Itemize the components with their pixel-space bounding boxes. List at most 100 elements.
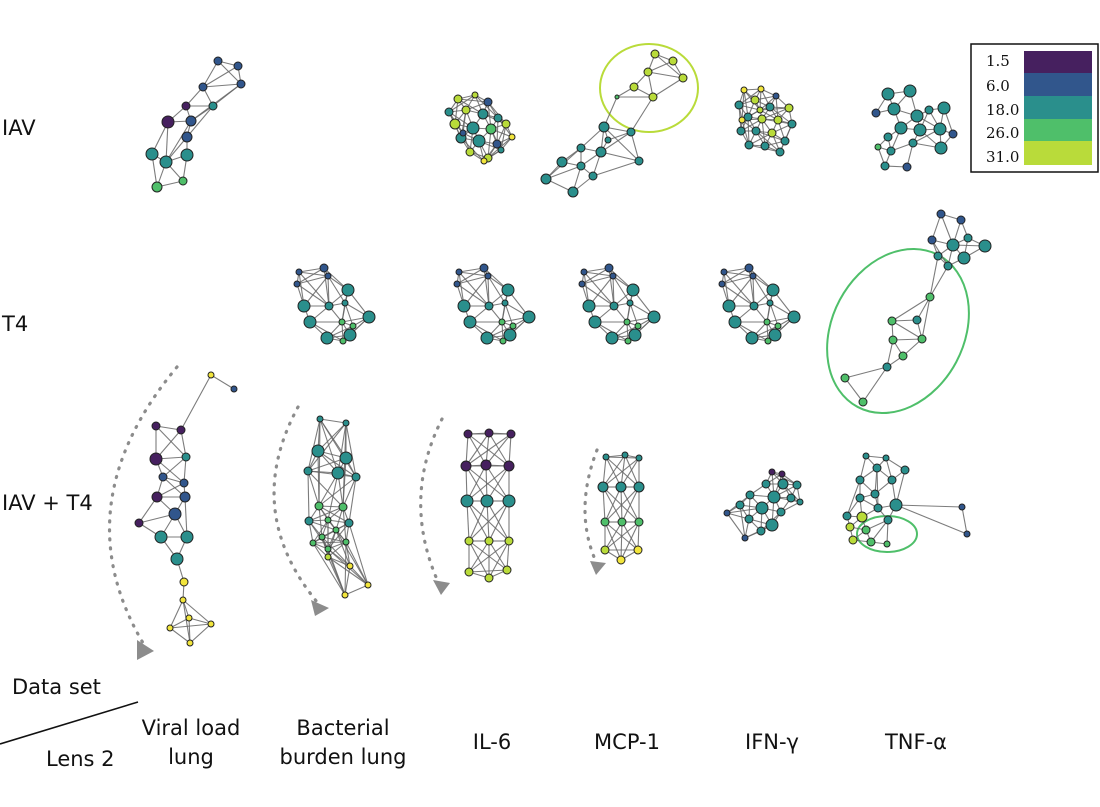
graph-edge	[307, 422, 347, 472]
row-label-iav-t4: IAV + T4	[2, 491, 93, 515]
legend-label-4: 31.0	[986, 148, 1019, 166]
graph-node	[604, 263, 614, 273]
graph-edge	[605, 456, 640, 459]
graph-t4-ifn-gamma	[718, 263, 801, 345]
graph-edge	[486, 500, 490, 542]
graph-edge	[752, 275, 771, 304]
graph-node	[777, 478, 789, 490]
graph-edge	[448, 94, 476, 113]
graph-edge	[165, 121, 169, 163]
graph-node	[576, 143, 586, 153]
graph-edge	[327, 556, 369, 586]
graph-node	[745, 331, 759, 345]
graph-edge	[603, 126, 640, 162]
graph-node	[614, 94, 620, 100]
graph-node	[455, 268, 463, 276]
graph-node	[616, 555, 626, 565]
graph-node	[617, 517, 627, 527]
graph-node	[316, 415, 324, 423]
graph-node	[963, 530, 971, 538]
graph-node	[341, 283, 355, 297]
graph-edge	[188, 617, 191, 644]
graph-edge	[844, 377, 864, 403]
corner-label-data-set: Data set	[12, 675, 101, 699]
graph-edge	[319, 418, 347, 424]
graph-iav-mcp1	[540, 49, 688, 198]
graph-node	[767, 128, 777, 138]
graph-node	[311, 444, 325, 458]
graph-node	[522, 310, 536, 324]
graph-node	[761, 479, 771, 489]
graph-edge	[612, 275, 631, 304]
graph-node	[154, 530, 168, 544]
graph-node	[485, 123, 497, 135]
graph-edge	[748, 267, 755, 307]
graph-node	[324, 272, 332, 280]
graph-edge	[307, 470, 344, 508]
graph-edge	[654, 53, 684, 79]
graph-node	[768, 468, 776, 476]
graph-node	[484, 301, 494, 311]
graph-edge	[846, 479, 861, 517]
graph-node	[324, 516, 332, 524]
graph-edge	[342, 476, 357, 508]
graph-edge	[647, 71, 684, 79]
graph-node	[230, 385, 238, 393]
graph-node	[598, 121, 610, 133]
graph-node	[346, 562, 354, 570]
graph-edge	[545, 165, 582, 180]
graph-edge	[581, 275, 614, 285]
graph-node	[678, 73, 688, 83]
graph-node	[767, 490, 781, 504]
graph-edge	[344, 302, 354, 327]
graph-node	[338, 502, 348, 512]
graph-edge	[721, 267, 750, 285]
graph-edge	[169, 627, 191, 644]
graph-edge	[723, 271, 755, 307]
graph-node	[764, 337, 772, 345]
graph-edge	[769, 302, 779, 327]
graph-node	[741, 534, 749, 542]
graph-node	[484, 272, 492, 280]
graph-edge	[486, 465, 510, 502]
graph-edge	[769, 106, 793, 125]
graph-edge	[466, 500, 470, 542]
graph-node	[894, 121, 908, 135]
graph-node	[170, 552, 184, 566]
graph-node	[957, 251, 971, 265]
graph-edge	[652, 77, 684, 98]
graph-node	[786, 493, 796, 503]
graph-node	[501, 119, 511, 129]
arrowhead-icon	[311, 600, 329, 616]
graph-node	[314, 501, 324, 511]
graph-node	[943, 261, 953, 271]
graph-node	[449, 118, 461, 130]
graph-node	[501, 299, 509, 307]
graph-edge	[630, 131, 640, 162]
graph-edge	[342, 457, 347, 508]
graph-node	[498, 318, 506, 326]
graph-node	[862, 452, 870, 460]
graph-edge	[307, 418, 321, 472]
graph-node	[149, 452, 163, 466]
graph-node	[502, 494, 516, 508]
graph-node	[734, 100, 744, 110]
graph-node	[339, 337, 347, 345]
graph-node	[582, 299, 596, 313]
graph-node	[848, 535, 858, 545]
graph-edge	[602, 454, 626, 488]
graph-node	[453, 94, 463, 104]
graph-node	[580, 268, 588, 276]
graph-node	[484, 573, 494, 583]
graph-edge	[342, 506, 347, 543]
graph-edge	[335, 529, 369, 586]
graph-node	[787, 119, 797, 129]
graph-node	[304, 516, 314, 526]
graph-edge	[844, 366, 888, 379]
graph-node	[784, 103, 794, 113]
graph-node	[185, 614, 193, 622]
graph-edge	[327, 541, 347, 558]
graph-edge	[620, 521, 640, 561]
graph-node	[464, 567, 474, 577]
graph-node	[874, 143, 882, 151]
